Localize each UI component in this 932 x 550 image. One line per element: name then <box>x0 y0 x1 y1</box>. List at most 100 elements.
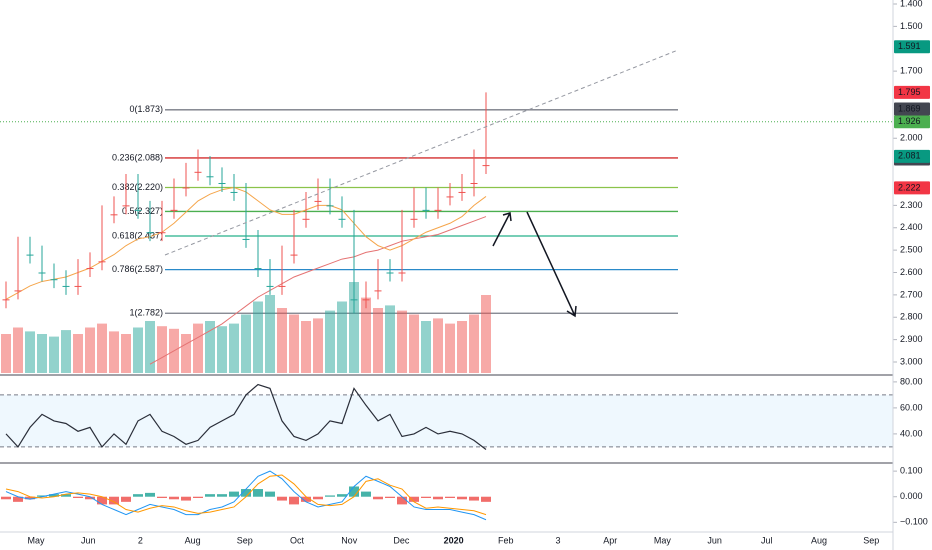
candle-body <box>314 200 322 202</box>
histogram-bar <box>481 496 491 502</box>
fib-label: 0.786(2.587) <box>112 264 163 274</box>
price-tag-label: 2.222 <box>898 182 921 192</box>
histogram-bar <box>313 496 323 500</box>
y-tick-label: 2.000 <box>900 133 923 143</box>
volume-bar <box>109 331 119 373</box>
volume-bar <box>241 314 251 373</box>
histogram-bar <box>445 496 455 498</box>
y-tick-label: 0.000 <box>900 491 923 501</box>
candle-body <box>122 205 130 207</box>
volume-bar <box>13 327 23 373</box>
macd-line <box>5 474 487 516</box>
volume-bar <box>97 323 107 373</box>
trend-line <box>164 49 679 256</box>
candle-body <box>218 183 226 184</box>
histogram-bar <box>325 495 335 497</box>
price-tag <box>894 115 930 129</box>
volume-bar <box>217 326 227 373</box>
macd-line <box>5 470 487 521</box>
y-tick-label: 60.00 <box>900 402 923 412</box>
volume-bar <box>289 314 299 373</box>
rsi-line <box>5 383 487 450</box>
candle-body <box>302 218 310 220</box>
x-tick-label: Jun <box>707 535 722 545</box>
histogram-bar <box>109 496 119 505</box>
candle-body <box>38 272 46 274</box>
price-tag <box>894 102 930 116</box>
candle-body <box>194 171 202 173</box>
volume-bar <box>121 334 131 373</box>
histogram-bar <box>97 496 107 505</box>
candle-body <box>86 268 94 270</box>
x-tick-label: Sep <box>863 535 879 545</box>
candle-body <box>410 218 418 220</box>
histogram-bar <box>409 496 419 502</box>
x-tick-label: Nov <box>341 535 358 545</box>
histogram-bar <box>145 492 155 497</box>
candle-body <box>230 191 238 193</box>
rsi-band <box>0 394 893 447</box>
volume-bar <box>157 326 167 373</box>
volume-bar <box>61 330 71 373</box>
volume-bar <box>229 323 239 373</box>
histogram-bar <box>25 496 35 500</box>
candle-body <box>254 268 262 270</box>
candle-body <box>458 191 466 193</box>
histogram-bar <box>13 496 23 502</box>
volume-bar <box>277 308 287 373</box>
price-tag-label: 1.591 <box>898 41 921 51</box>
price-tag <box>894 85 930 99</box>
candle-body <box>470 183 478 184</box>
candle-body <box>74 285 82 287</box>
volume-bar <box>409 314 419 373</box>
y-tick-label: 2.600 <box>900 267 923 277</box>
volume-bar <box>313 318 323 373</box>
volume-bar <box>421 321 431 373</box>
volume-bar <box>181 334 191 373</box>
x-tick-label: Aug <box>185 535 201 545</box>
candle-body <box>398 272 406 274</box>
candle-body <box>482 165 490 167</box>
histogram-bar <box>337 494 347 497</box>
y-tick-label: 0.100 <box>900 465 923 475</box>
candle-body <box>434 209 442 211</box>
histogram-bar <box>121 496 131 502</box>
volume-bar <box>1 334 11 373</box>
histogram-bar <box>85 496 95 500</box>
volume-bar <box>301 321 311 373</box>
y-tick-label: 2.900 <box>900 334 923 344</box>
x-tick-label: May <box>654 535 672 545</box>
price-tag <box>894 40 930 54</box>
volume-bar <box>253 301 263 373</box>
candle-body <box>206 176 214 178</box>
price-tag-label: 1.795 <box>898 87 921 97</box>
x-tick-label: Apr <box>603 535 617 545</box>
x-tick-label: Sep <box>237 535 253 545</box>
volume-bar <box>373 308 383 373</box>
price-tag-label: 2.081 <box>898 151 921 161</box>
y-tick-label: 1.700 <box>900 66 923 76</box>
candle-body <box>266 285 274 287</box>
x-tick-label: Feb <box>498 535 514 545</box>
volume-bar <box>445 323 455 373</box>
volume-bar <box>385 305 395 373</box>
histogram-bar <box>241 489 251 497</box>
histogram-bar <box>265 491 275 497</box>
candle-body <box>146 232 154 234</box>
candle-body <box>98 261 106 263</box>
price-tag <box>894 149 930 163</box>
histogram-bar <box>397 496 407 505</box>
candle-body <box>446 196 454 198</box>
volume-bar <box>469 314 479 373</box>
candle-body <box>422 209 430 211</box>
y-tick-label: 80.00 <box>900 376 923 386</box>
volume-bar <box>349 282 359 373</box>
y-tick-label: −0.100 <box>900 517 928 527</box>
y-tick-label: 1.400 <box>900 0 923 8</box>
candle-body <box>134 209 142 211</box>
candle-body <box>158 232 166 234</box>
fib-label: 0.5(2.327) <box>122 206 163 216</box>
fib-label: 1(2.782) <box>129 308 163 318</box>
x-tick-label: Jul <box>761 535 773 545</box>
